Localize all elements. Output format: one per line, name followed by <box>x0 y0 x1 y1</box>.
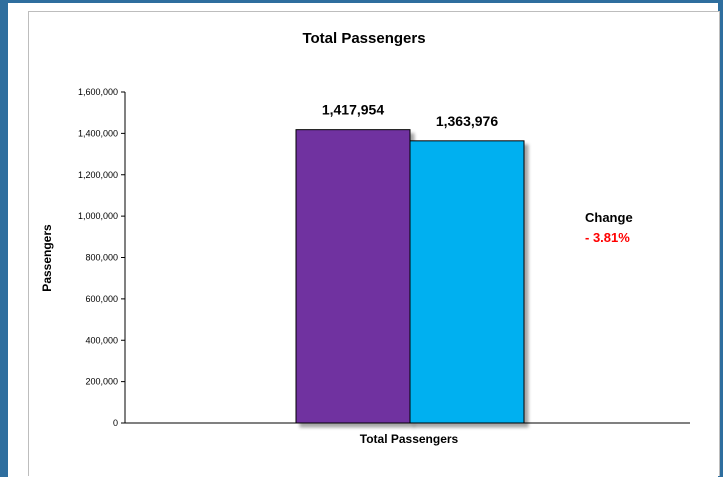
y-tick-label: 1,000,000 <box>78 211 118 221</box>
y-tick-label: 0 <box>113 418 118 428</box>
change-value: - 3.81% <box>585 230 630 245</box>
y-tick-label: 600,000 <box>85 294 118 304</box>
y-tick-label: 1,400,000 <box>78 128 118 138</box>
chart-title: Total Passengers <box>302 30 425 47</box>
y-axis-label: Passengers <box>40 224 54 292</box>
data-label-series-2: 1,363,976 <box>436 113 498 129</box>
y-tick-label: 1,600,000 <box>78 87 118 97</box>
bars <box>295 129 525 424</box>
y-tick-label: 1,200,000 <box>78 170 118 180</box>
data-labels: 1,417,954 1,363,976 <box>322 102 498 129</box>
x-axis-label: Total Passengers <box>360 432 459 446</box>
y-axis: 0 200,000 400,000 600,000 800,000 1,000,000 1,… <box>78 87 125 428</box>
bar-series-1 <box>295 129 411 424</box>
bar-series-2 <box>409 140 525 424</box>
y-tick-label: 200,000 <box>85 377 118 387</box>
change-label: Change <box>585 210 633 225</box>
data-label-series-1: 1,417,954 <box>322 102 384 118</box>
y-tick-label: 400,000 <box>85 335 118 345</box>
y-tick-label: 800,000 <box>85 253 118 263</box>
